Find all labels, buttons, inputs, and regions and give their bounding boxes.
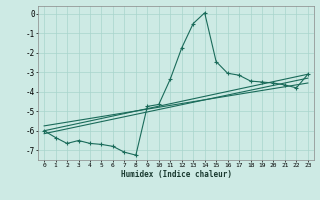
X-axis label: Humidex (Indice chaleur): Humidex (Indice chaleur)	[121, 170, 231, 179]
